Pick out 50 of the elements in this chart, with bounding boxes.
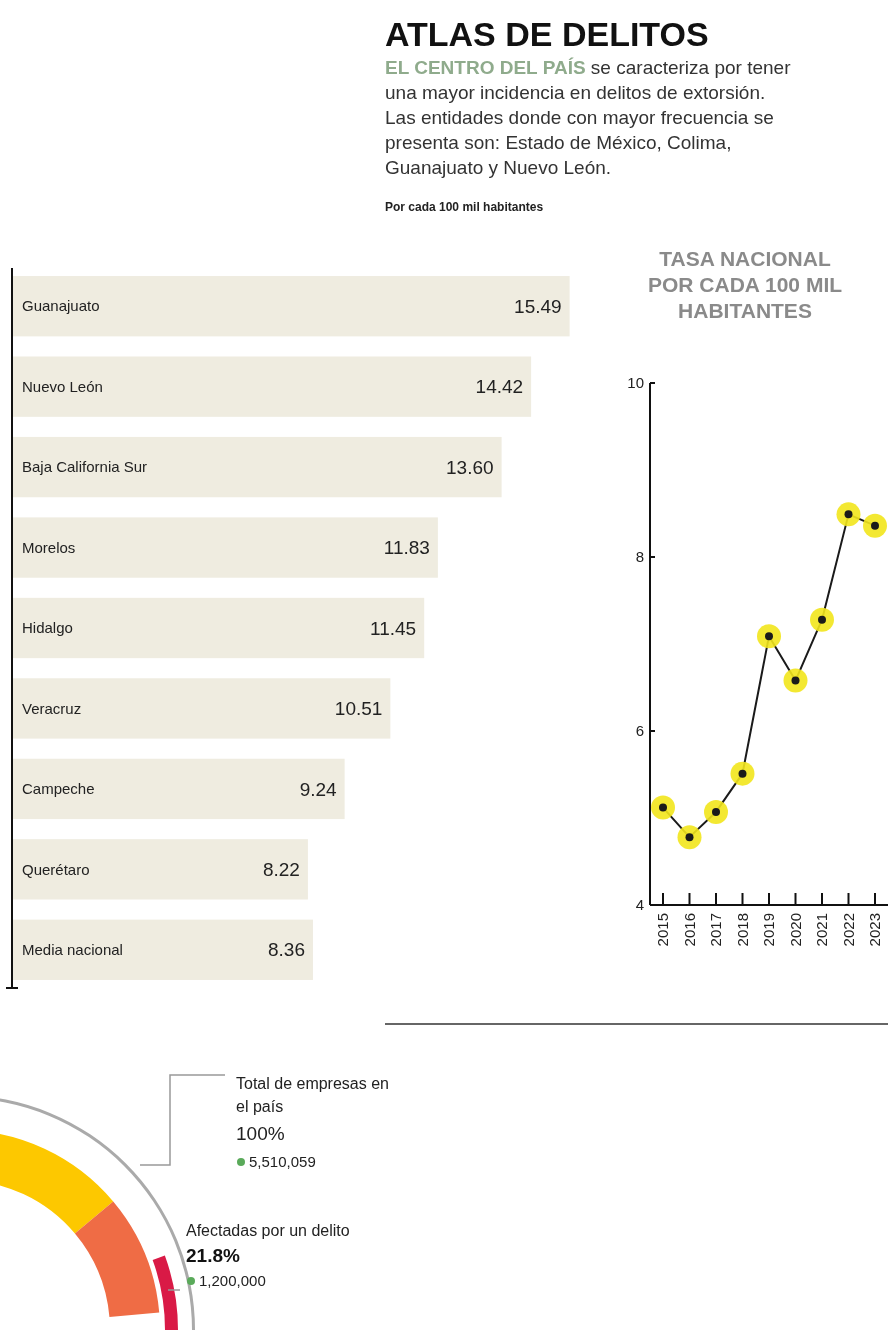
data-label: 11.83 [383,537,430,559]
chart-title: ATLAS DE DELITOS [385,15,709,53]
bar [12,919,313,980]
text: Por cada 100 mil habitantes [385,200,544,214]
text: Total de empresas en el país [236,1075,389,1115]
text: EL CENTRO DEL PAÍS se caracteriza por tener una mayor incidencia en delitos de extorsión. Las entidades donde con mayor frecuencia se presenta son: Estado de México, Colima, Guanajuato y Nuevo León. [385,57,791,178]
x-tick-label: 2023 [866,913,884,947]
x-tick-label: 2019 [760,913,778,947]
y-tick-label: 6 [635,722,644,740]
bar [12,356,532,417]
y-tick-label: Baja California Sur [22,458,148,476]
bar [12,758,345,820]
data-label: 8.22 [262,858,300,880]
bar [12,276,570,337]
x-tick-label: 2022 [839,913,857,947]
data-label: 10.51 [334,698,383,720]
y-tick-label: 10 [627,374,644,392]
y-tick-label: Nuevo León [22,377,103,395]
y-tick-label: 4 [635,896,644,914]
y-tick-label: Querétaro [22,860,90,878]
data-label: 15.49 [514,295,562,317]
data-label: 11.45 [370,617,417,639]
bar [12,597,425,659]
bar [12,517,438,578]
x-tick-label: 2017 [707,913,725,947]
x-tick-label: 2016 [680,913,698,947]
text: Afectadas por un delito [186,1222,350,1239]
text: 100% [236,1123,285,1144]
data-label: 13.60 [446,456,494,478]
y-tick-label: Hidalgo [22,619,73,637]
x-tick-label: 2020 [786,913,804,947]
y-tick-label: Morelos [22,538,76,556]
text: 1,200,000 [199,1272,266,1289]
bar [12,678,391,739]
data-label: 14.42 [475,376,524,398]
y-tick-label: Guanajuato [22,297,100,315]
data-label: 8.36 [267,939,305,961]
x-tick-label: 2021 [813,913,831,947]
y-tick-label: Veracruz [22,699,82,717]
text: 5,510,059 [249,1153,316,1170]
chart-title: TASA NACIONAL POR CADA 100 MIL HABITANTES [647,247,843,322]
y-tick-label: Campeche [22,780,95,798]
x-tick-label: 2015 [654,913,672,947]
y-tick-label: 8 [635,548,644,566]
text: 21.8% [186,1245,240,1266]
data-label: 9.24 [299,778,338,800]
bar [12,839,308,900]
y-tick-label: Media nacional [22,941,123,959]
bar [12,436,502,498]
x-tick-label: 2018 [733,913,751,947]
